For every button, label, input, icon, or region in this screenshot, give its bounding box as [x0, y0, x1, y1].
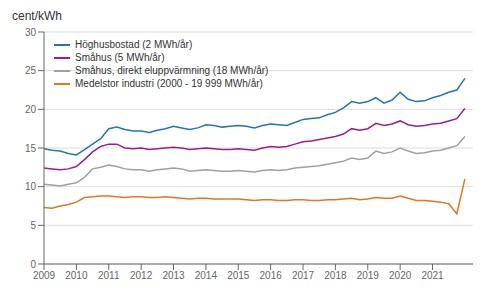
svg-text:2019: 2019 — [357, 270, 380, 281]
svg-text:2017: 2017 — [292, 270, 315, 281]
svg-text:10: 10 — [25, 181, 37, 192]
svg-text:2016: 2016 — [260, 270, 283, 281]
svg-text:30: 30 — [25, 27, 37, 38]
html-text:Småhus (5 MWh/år): Småhus (5 MWh/år) — [75, 52, 165, 63]
svg-text:5: 5 — [30, 220, 36, 231]
svg-text:0: 0 — [30, 259, 36, 270]
svg-text:2018: 2018 — [324, 270, 347, 281]
svg-text:2011: 2011 — [98, 270, 120, 281]
svg-text:2015: 2015 — [227, 270, 250, 281]
svg-text:2013: 2013 — [162, 270, 185, 281]
svg-text:2014: 2014 — [195, 270, 218, 281]
svg-text:2012: 2012 — [130, 270, 153, 281]
html-text:Medelstor industri (2000 - 19: Medelstor industri (2000 - 19 999 MWh/år… — [75, 78, 263, 89]
svg-text:25: 25 — [25, 65, 37, 76]
html-text:Småhus, direkt eluppvärmning (: Småhus, direkt eluppvärmning (18 MWh/år) — [75, 65, 269, 76]
svg-text:2020: 2020 — [389, 270, 412, 281]
svg-text:2010: 2010 — [65, 270, 88, 281]
svg-text:2021: 2021 — [421, 270, 444, 281]
svg-text:15: 15 — [25, 143, 37, 154]
html-text:cent/kWh: cent/kWh — [12, 9, 62, 23]
svg-text:2009: 2009 — [33, 270, 56, 281]
svg-text:20: 20 — [25, 104, 37, 115]
html-text:Höghusbostad (2 MWh/år): Höghusbostad (2 MWh/år) — [75, 39, 193, 50]
